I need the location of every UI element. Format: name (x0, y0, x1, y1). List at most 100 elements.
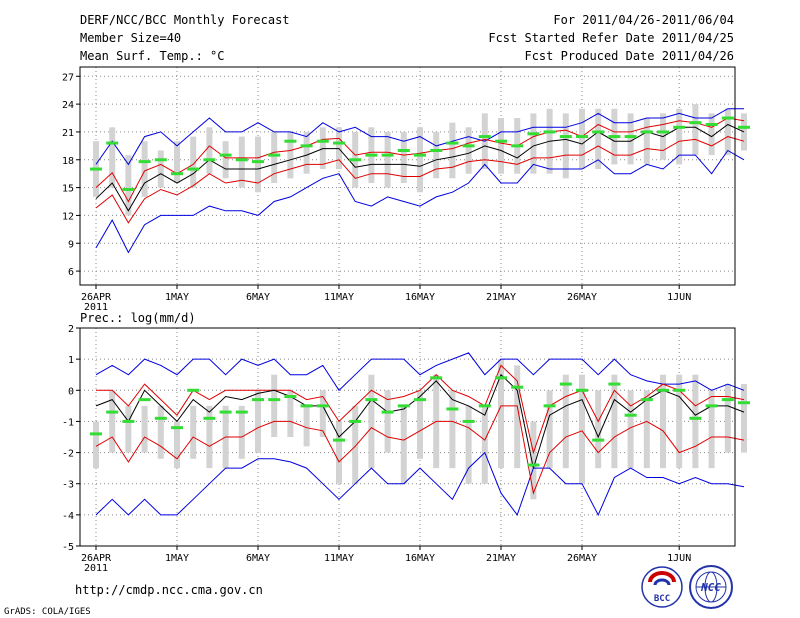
median-line (95, 123, 745, 212)
spread-box (384, 131, 391, 188)
y-tick-label: 6 (68, 267, 74, 278)
spread-box (319, 390, 326, 437)
ensemble-mean-marker (365, 398, 378, 402)
spread-box (174, 421, 180, 469)
spread-box (724, 108, 731, 156)
ensemble-mean-marker (478, 404, 491, 408)
y-tick-label: 2 (68, 324, 74, 335)
spread-box (287, 390, 294, 437)
ensemble-mean-marker (122, 419, 135, 423)
ensemble-mean-marker (203, 416, 216, 420)
y-tick-label: -4 (62, 511, 74, 522)
spread-box (514, 365, 521, 469)
ensemble-mean-marker (268, 153, 281, 157)
x-tick-year: 2011 (84, 563, 108, 574)
x-tick-label: 16MAY (405, 553, 435, 564)
precip-panel-title: Prec.: log(mm/d) (80, 311, 196, 325)
spread-box (741, 384, 747, 453)
ensemble-mean-marker (511, 385, 524, 389)
x-tick-label: 6MAY (246, 292, 270, 303)
spread-box (206, 127, 213, 174)
ensemble-mean-marker (219, 410, 232, 414)
ensemble-mean-marker (640, 398, 653, 402)
ensemble-mean-marker (430, 148, 443, 152)
spread-box (174, 141, 180, 183)
ensemble-mean-marker (624, 413, 637, 417)
spread-box (222, 141, 229, 179)
ensemble-mean-marker (592, 130, 605, 134)
ncc-logo-text: NCC (700, 581, 721, 594)
spread-box (125, 155, 132, 216)
spread-box (579, 108, 585, 170)
ensemble-mean-marker (381, 153, 394, 157)
ensemble-mean-marker (738, 401, 750, 405)
ensemble-mean-marker (187, 167, 200, 171)
y-tick-label: 18 (62, 156, 74, 167)
spread-box (400, 131, 407, 183)
ensemble-mean-marker (300, 144, 313, 148)
ensemble-mean-marker (381, 410, 394, 414)
ensemble-mean-marker (721, 116, 734, 120)
inner-bound-line-low (95, 136, 745, 224)
outer-bound-line-low (95, 451, 745, 517)
spread-box (546, 390, 553, 469)
spread-box (141, 405, 148, 453)
ensemble-mean-marker (154, 158, 167, 162)
ensemble-mean-marker (252, 160, 264, 164)
x-tick-label: 1MAY (165, 553, 189, 564)
ensemble-mean-marker (640, 130, 653, 134)
x-tick-label: 21MAY (486, 292, 516, 303)
ensemble-mean-marker (235, 410, 248, 414)
ensemble-mean-marker (414, 398, 426, 402)
y-tick-label: 1 (68, 355, 74, 366)
ensemble-mean-marker (657, 388, 669, 392)
ensemble-mean-marker (576, 135, 588, 139)
y-tick-label: 21 (62, 128, 74, 139)
spread-box (352, 405, 359, 484)
spread-box (627, 113, 634, 165)
ensemble-mean-marker (333, 438, 345, 442)
ensemble-mean-marker (252, 398, 264, 402)
spread-box (741, 113, 747, 151)
spread-box (190, 136, 197, 188)
ensemble-mean-marker (154, 416, 167, 420)
ensemble-mean-marker (527, 463, 540, 467)
spread-box (611, 374, 618, 469)
y-tick-label: 15 (62, 184, 74, 195)
ensemble-mean-marker (592, 438, 605, 442)
ensemble-mean-marker (705, 404, 718, 408)
temp-panel-title: Mean Surf. Temp.: °C (80, 49, 225, 63)
ensemble-mean-marker (138, 160, 151, 164)
y-tick-label: -1 (62, 417, 74, 428)
spread-box (481, 405, 488, 484)
footer-url[interactable]: http://cmdp.ncc.cma.gov.cn (75, 583, 263, 597)
spread-box (449, 390, 456, 469)
ensemble-mean-marker (430, 376, 443, 380)
spread-box (676, 108, 683, 165)
spread-box (433, 131, 440, 179)
ensemble-mean-marker (657, 130, 669, 134)
spread-box (109, 390, 116, 453)
x-tick-label: 6MAY (246, 553, 270, 564)
x-tick-label: 21MAY (486, 553, 516, 564)
outer-bound-line-low (95, 149, 745, 254)
x-tick-year: 2011 (84, 302, 108, 313)
ensemble-mean-marker (511, 144, 524, 148)
spread-box (287, 131, 294, 179)
ensemble-mean-marker (559, 382, 572, 386)
spread-box (271, 374, 278, 437)
ensemble-mean-marker (171, 172, 183, 176)
spread-box (627, 390, 634, 469)
ensemble-mean-marker (138, 398, 151, 402)
ensemble-mean-marker (462, 419, 475, 423)
ensemble-mean-marker (705, 123, 718, 127)
ensemble-mean-marker (527, 132, 540, 136)
spread-box (708, 113, 715, 156)
ensemble-mean-marker (478, 135, 491, 139)
bcc-logo-text: BCC (654, 594, 670, 604)
grads-credit: GrADS: COLA/IGES (4, 607, 91, 617)
spread-box (336, 421, 342, 484)
y-tick-label: 24 (62, 100, 74, 111)
